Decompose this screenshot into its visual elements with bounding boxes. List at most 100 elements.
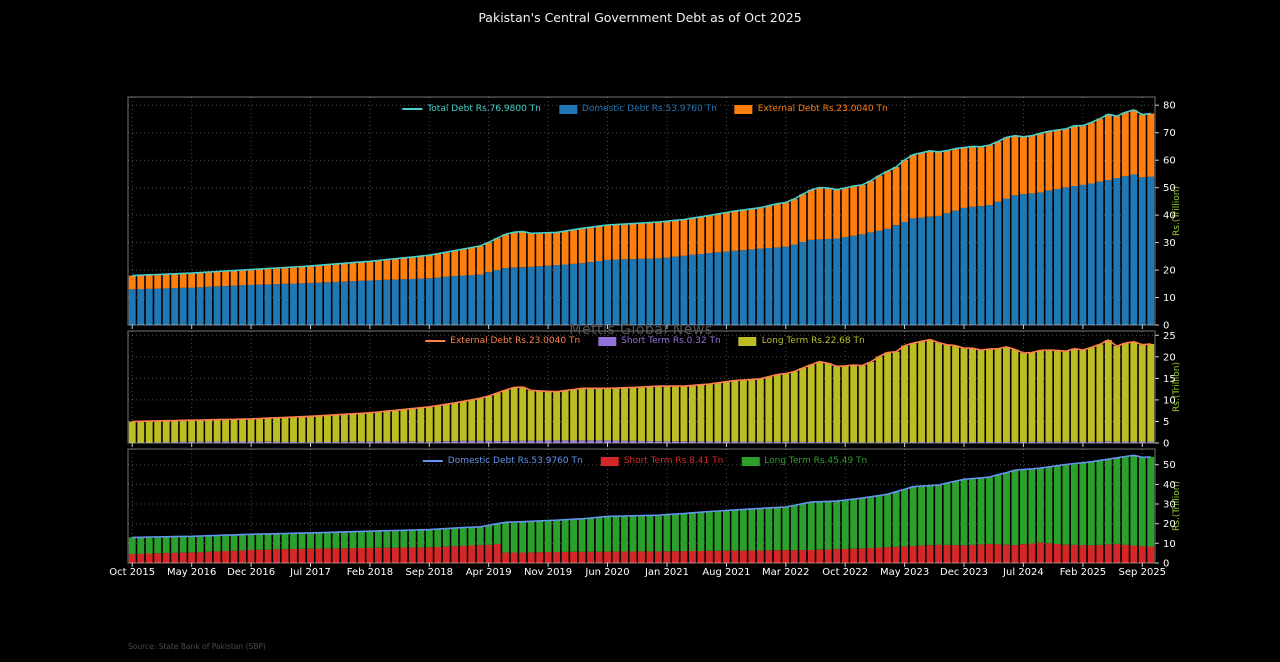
x-tick-label: Jul 2017 [290, 567, 331, 578]
y-tick-label: 0 [1163, 439, 1169, 450]
external_long-bar [943, 344, 951, 443]
domestic_short-bar [621, 551, 628, 563]
external-bar [1003, 137, 1010, 199]
external-bar [612, 224, 620, 260]
external-bar [273, 268, 280, 285]
domestic-short-term-patch-marker [600, 456, 619, 466]
external_short-bar [281, 441, 289, 443]
domestic-bar [451, 276, 459, 325]
external_long-bar [527, 390, 535, 441]
domestic_long-bar [790, 505, 798, 551]
domestic-bar [324, 282, 331, 325]
domestic-bar [137, 289, 145, 325]
external-bar [858, 184, 866, 235]
external_long-bar [315, 415, 323, 442]
domestic_long-bar [442, 528, 450, 547]
domestic_short-bar [553, 552, 561, 563]
external-bar [739, 209, 747, 251]
external_short-bar [145, 442, 153, 443]
y-tick-label: 0 [1163, 559, 1169, 570]
external-bar [1138, 114, 1146, 178]
external_short-bar [1147, 441, 1155, 443]
external_long-bar [485, 396, 493, 441]
domestic-bar [1079, 184, 1087, 325]
external_long-bar [841, 365, 849, 443]
domestic_long-bar [909, 486, 917, 547]
external-bar [230, 270, 238, 286]
domestic-bar [434, 277, 442, 325]
domestic_short-bar [561, 551, 569, 563]
external_long-bar [230, 419, 238, 442]
external_long-bar [179, 420, 187, 442]
external-bar [1096, 118, 1104, 182]
domestic_long-bar [570, 519, 578, 552]
domestic-bar [527, 266, 535, 325]
domestic-bar [171, 288, 179, 325]
external_long-bar [459, 401, 467, 441]
external-bar [264, 268, 272, 285]
domestic_long-bar [527, 521, 535, 553]
domestic_long-bar [536, 520, 544, 553]
legend-label: External Debt Rs.23.0040 Tn [450, 336, 581, 346]
domestic_long-bar [604, 516, 611, 552]
external_long-bar [901, 345, 909, 443]
y-tick-label: 40 [1163, 211, 1176, 222]
domestic_long-bar [256, 534, 263, 550]
x-tick-label: Dec 2016 [227, 567, 276, 578]
external-bar [154, 274, 162, 289]
domestic-bar [799, 242, 807, 325]
domestic-bar [765, 248, 773, 325]
external_long-bar [264, 418, 272, 442]
domestic-bar [281, 283, 289, 325]
domestic_short-bar [349, 548, 357, 563]
domestic-bar [1020, 194, 1027, 325]
domestic-bar [884, 228, 892, 325]
domestic_short-bar [578, 551, 586, 563]
external-bar [773, 203, 781, 248]
domestic_short-bar [154, 553, 162, 563]
domestic_long-bar [476, 526, 484, 546]
external_short-bar [858, 442, 866, 443]
external-bar [162, 274, 170, 289]
domestic-bar [850, 235, 858, 325]
legend-label: Total Debt Rs.76.9800 Tn [427, 104, 541, 114]
external_long-bar [858, 365, 866, 443]
domestic_short-bar [459, 545, 467, 563]
domestic-bar [901, 222, 909, 325]
domestic-bar [247, 284, 255, 325]
domestic-bar [655, 258, 662, 325]
external_long-bar [442, 404, 450, 442]
external-bar [315, 265, 323, 283]
external-bar [1011, 135, 1019, 196]
domestic-bar [1003, 198, 1010, 325]
domestic_short-bar [1138, 546, 1146, 563]
domestic-bar [1070, 186, 1078, 325]
external_short-bar [969, 442, 976, 443]
external-bar [1036, 133, 1044, 193]
domestic_long-bar [612, 516, 620, 552]
external_long-bar [349, 413, 357, 442]
external_short-bar [332, 441, 340, 443]
external_long-bar [408, 408, 416, 442]
domestic_short-bar [697, 550, 705, 563]
domestic_short-bar [417, 547, 425, 563]
external-bar [756, 207, 764, 249]
domestic_short-bar [748, 550, 756, 563]
external-bar [561, 231, 569, 265]
external_short-bar [960, 442, 968, 443]
domestic-bar [128, 289, 136, 325]
external-bar [867, 180, 875, 233]
domestic_long-bar [383, 530, 391, 548]
domestic_short-bar [926, 545, 934, 563]
external-bar [892, 167, 900, 226]
external_short-bar [833, 442, 841, 443]
x-tick-label: Oct 2015 [109, 567, 156, 578]
external-bar [307, 265, 314, 283]
domestic_short-bar [536, 552, 544, 563]
external_short-bar [765, 441, 773, 443]
domestic-bar [425, 278, 433, 325]
external-bar [324, 264, 331, 283]
x-tick-label: May 2016 [167, 567, 217, 578]
domestic_long-bar [357, 531, 365, 548]
external_short-bar [612, 440, 620, 443]
